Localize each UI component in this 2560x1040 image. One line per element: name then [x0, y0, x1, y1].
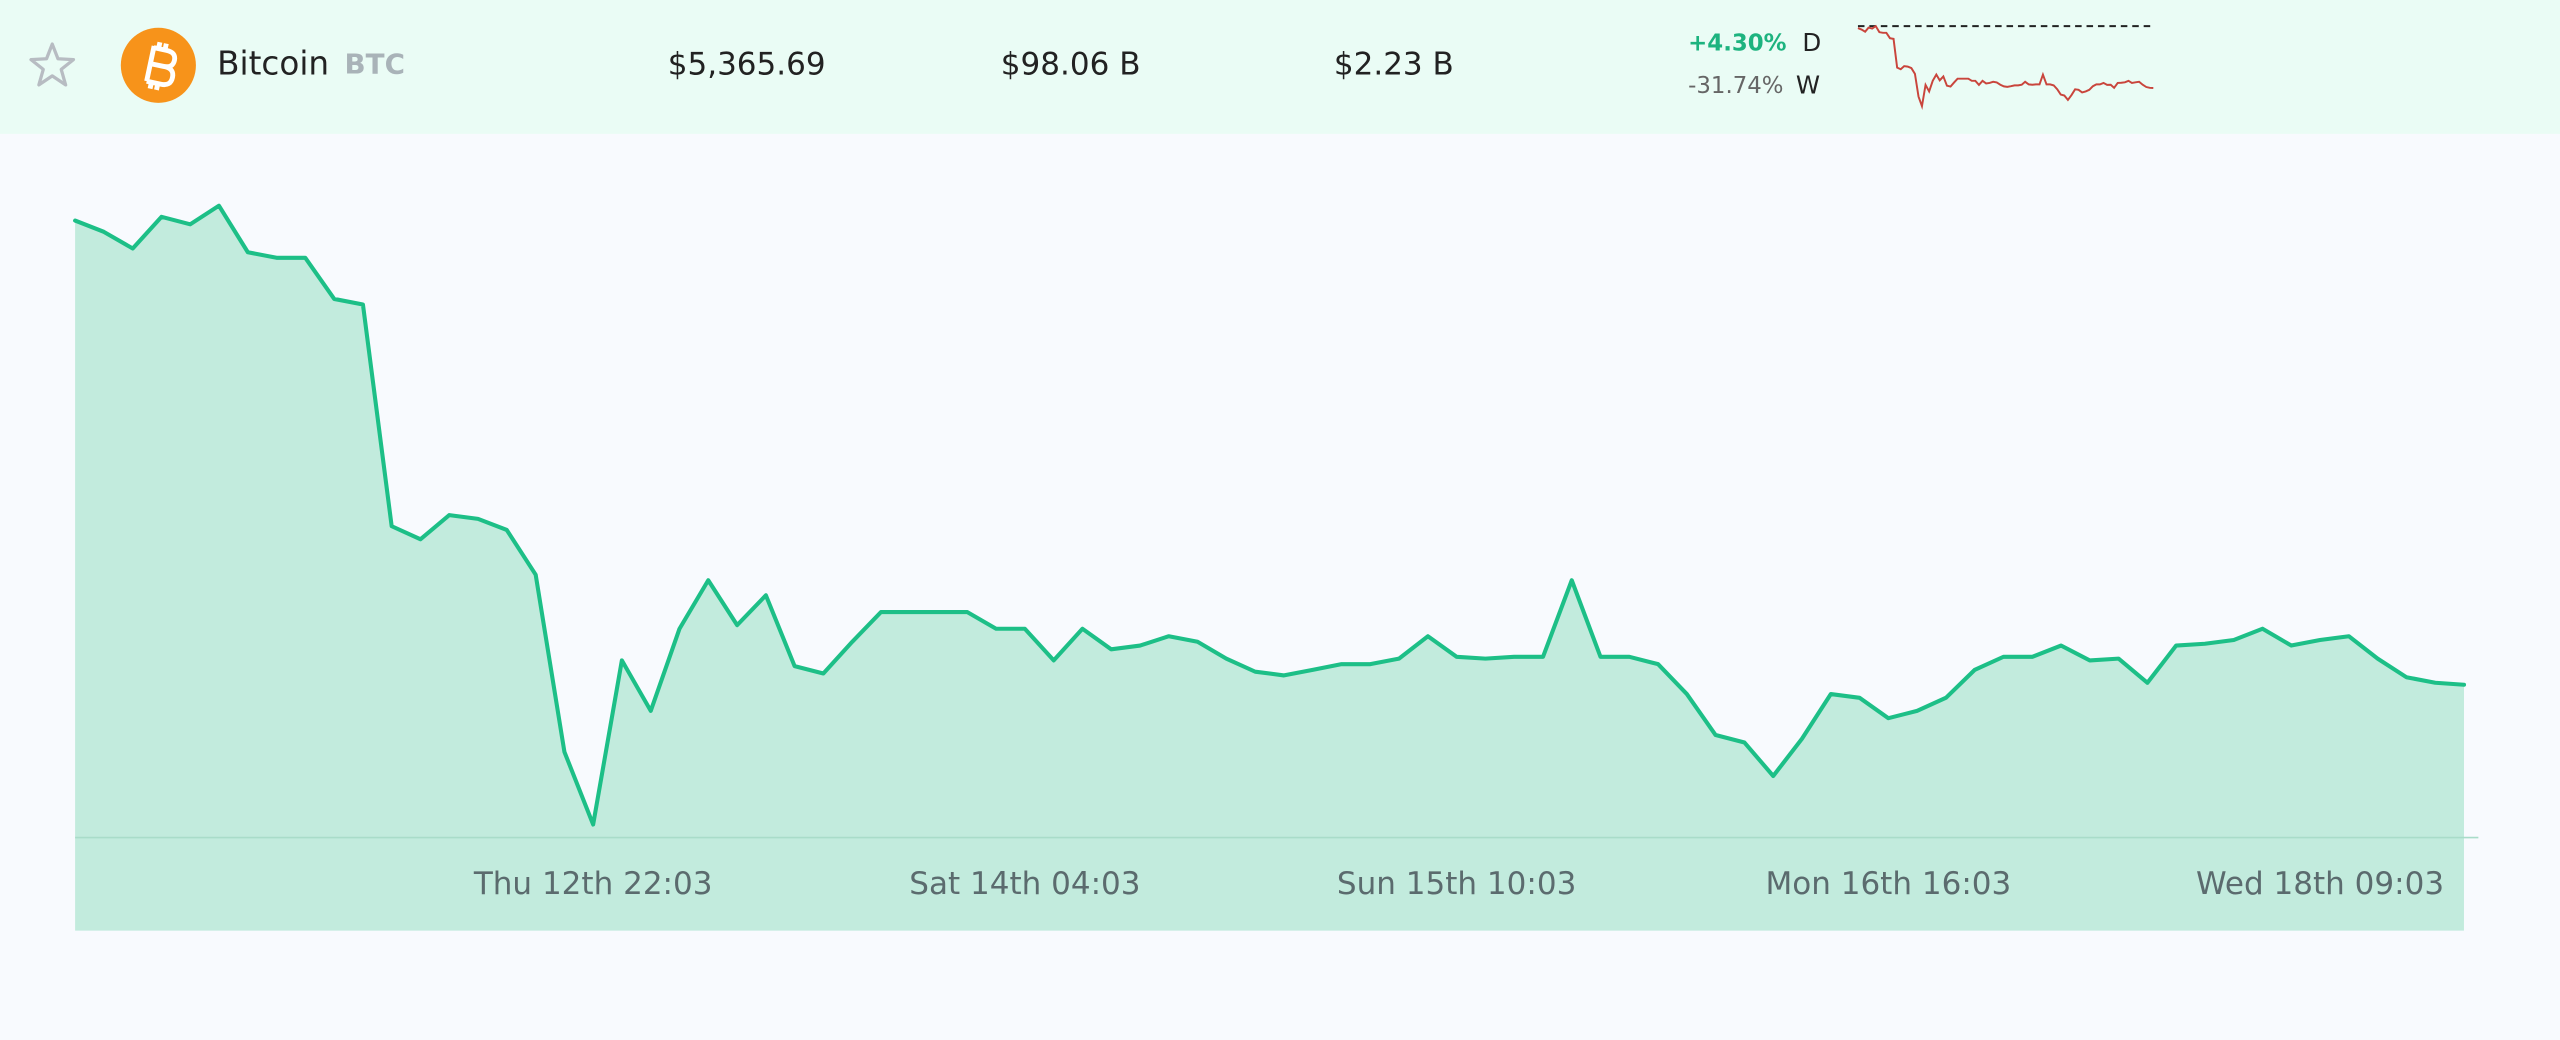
sparkline [1857, 24, 2154, 110]
x-tick-label: Sat 14th 04:03 [909, 866, 1140, 902]
change-day-label: D [1802, 28, 1821, 57]
change-week: -31.74% [1688, 73, 1783, 99]
x-tick-label: Mon 16th 16:03 [1765, 866, 2011, 902]
change-week-label: W [1796, 71, 1820, 100]
x-tick-label: Sun 15th 10:03 [1337, 866, 1576, 902]
price-chart: Thu 12th 22:03 Sat 14th 04:03 Sun 15th 10:… [73, 203, 2479, 931]
coin-name: Bitcoin [217, 44, 329, 82]
coin-volume: $2.23 B [1334, 46, 1454, 82]
coin-icon-glyph [144, 41, 178, 91]
coin-price: $5,365.69 [668, 46, 826, 82]
x-tick-label: Thu 12th 22:03 [473, 866, 713, 902]
coin-row[interactable] [0, 0, 2560, 134]
change-day: +4.30% [1688, 31, 1787, 57]
area-fill [75, 205, 2464, 931]
coin-market-cap: $98.06 B [1001, 46, 1141, 82]
price-line [73, 203, 2467, 827]
favorite-star[interactable] [29, 42, 76, 87]
coin-symbol: BTC [344, 47, 404, 80]
x-tick-label: Wed 18th 09:03 [2196, 866, 2444, 902]
